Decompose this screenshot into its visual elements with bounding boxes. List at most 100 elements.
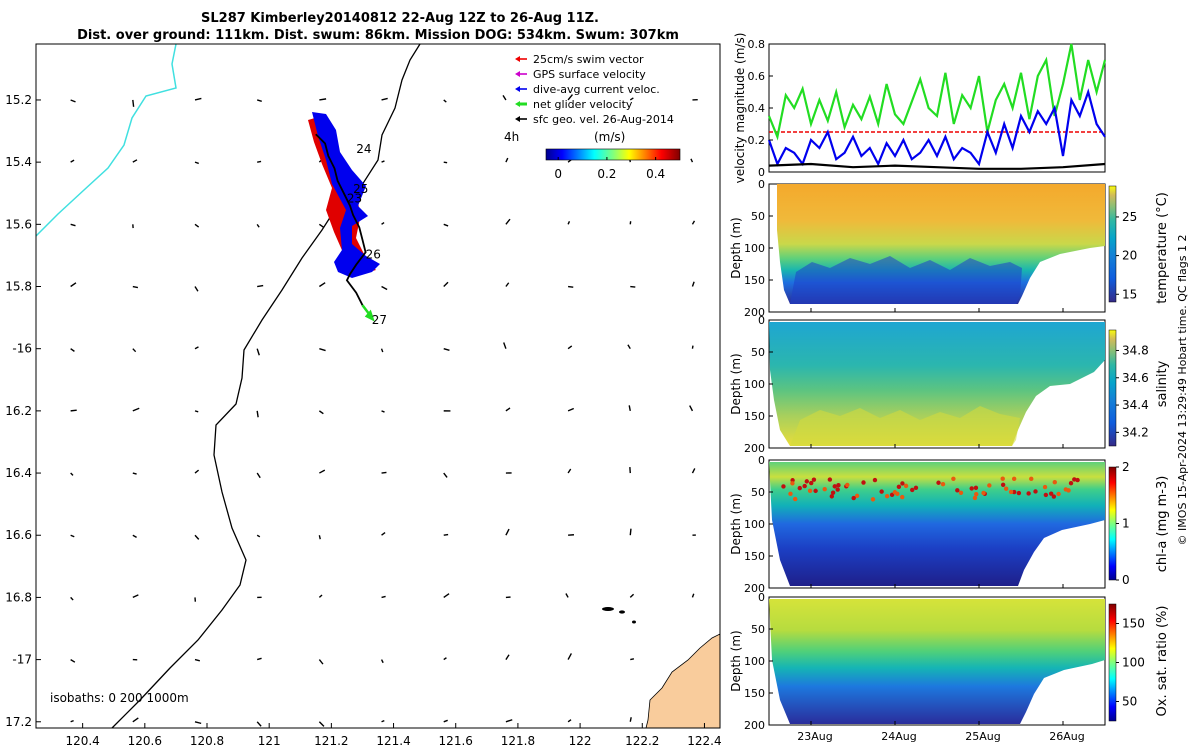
depth-tick-label: 150 <box>744 550 765 563</box>
chlorophyll-max-dot <box>829 494 835 499</box>
depth-tick-label: 150 <box>744 410 765 423</box>
surface-velocity-arrow <box>70 159 75 163</box>
velocity-panel: 0 0.2 0.4 0.6 0.8 velocity magnitude (m/s) <box>733 33 1107 183</box>
surface-velocity-arrow <box>627 344 631 350</box>
map-x-tick-label: 120.4 <box>65 734 99 748</box>
velocity-y-ticks: 0 0.2 0.4 0.6 0.8 <box>748 38 773 179</box>
legend-label: 25cm/s swim vector <box>533 53 644 66</box>
chlorophyll-max-dot <box>900 494 905 500</box>
day-label: 24 <box>356 142 371 156</box>
chlorophyll-max-dot <box>1000 476 1005 481</box>
surface-velocity-arrow <box>318 659 324 665</box>
surface-velocity-arrow <box>567 94 574 101</box>
surface-velocity-arrow <box>70 534 75 538</box>
colorbar-tick-label: 1 <box>1122 517 1130 531</box>
map-y-tick-label: 16.6 <box>5 528 32 542</box>
velocity-series-line <box>768 162 1106 170</box>
surface-velocity-arrow <box>630 658 635 661</box>
legend-label: dive-avg current veloc. <box>533 83 660 96</box>
chlorophyll-max-dot <box>809 480 814 486</box>
legend-arrowhead <box>515 56 520 62</box>
colorbar-label: chl-a (mg m-3) <box>1155 476 1170 573</box>
chlorophyll-max-dot <box>955 488 960 493</box>
surface-velocity-arrow <box>505 528 510 536</box>
colorbar-unit-label: (m/s) <box>594 130 625 144</box>
chlorophyll-max-dot <box>903 483 909 489</box>
map-x-tick-label: 122.4 <box>687 734 721 748</box>
colorbar-tick-label: 34.6 <box>1122 371 1149 385</box>
depth-axis-label: Depth (m) <box>729 353 743 414</box>
island <box>619 610 625 614</box>
salinity-high-band <box>790 406 1020 446</box>
surface-velocity-arrow <box>256 721 262 727</box>
surface-velocity-arrow <box>257 160 262 163</box>
chlorophyll-max-dot <box>788 491 793 496</box>
surface-velocity-arrow <box>567 345 573 350</box>
surface-velocity-arrow <box>629 97 634 101</box>
legend-arrowhead <box>515 71 520 77</box>
surface-velocity-arrow <box>381 160 385 163</box>
map-y-tick-label: 16.4 <box>5 466 32 480</box>
isobath-line <box>111 43 421 729</box>
chlorophyll-max-dot <box>1003 486 1009 491</box>
surface-velocity-arrow <box>505 218 511 225</box>
surface-velocity-arrow <box>505 654 510 660</box>
chlorophyll-max-dot <box>813 488 818 494</box>
chlorophyll-max-dot <box>892 490 898 495</box>
surface-velocity-arrow <box>443 348 450 352</box>
chlorophyll-max-dot <box>879 489 884 494</box>
surface-velocity-arrow <box>381 719 385 723</box>
chlorophyll-max-dot <box>972 495 978 501</box>
chlorophyll-max-dot <box>1043 492 1049 498</box>
chlorophyll-max-dot <box>797 485 802 491</box>
chlorophyll-max-dot <box>884 493 890 499</box>
chlorophyll-max-dot <box>969 486 974 491</box>
depth-tick-label: 0 <box>758 454 765 467</box>
depth-tick-label: 0 <box>758 314 765 327</box>
temperature-section <box>768 183 1117 313</box>
surface-velocity-arrow <box>318 721 325 727</box>
surface-velocity-arrow <box>503 342 507 349</box>
time-tick-label: 26Aug <box>1049 730 1084 743</box>
surface-velocity-arrow <box>132 407 140 412</box>
chlorophyll-section <box>768 459 1117 589</box>
chlorophyll-max-dot <box>781 484 786 489</box>
surface-velocity-arrow <box>318 282 326 288</box>
chlorophyll-max-dot <box>851 495 856 501</box>
surface-velocity-arrow <box>256 472 261 479</box>
surface-velocity-arrow <box>256 223 260 228</box>
velocity-series <box>767 43 1107 170</box>
depth-axis-label: Depth (m) <box>729 630 743 691</box>
colorbar-label: Ox. sat. ratio (%) <box>1155 606 1170 717</box>
colorbar-tick-label: 25 <box>1122 210 1137 224</box>
depth-axis-label: Depth (m) <box>729 493 743 554</box>
surface-velocity-arrow <box>443 99 447 103</box>
surface-velocity-arrow <box>70 223 76 227</box>
chlorophyll-max-dot <box>973 485 979 491</box>
chlorophyll-max-dot <box>802 483 807 489</box>
surface-velocity-arrow <box>689 405 694 412</box>
surface-velocity-arrow <box>505 157 509 163</box>
scale-label: 4h <box>504 130 519 144</box>
chlorophyll-max-dot <box>1011 489 1017 495</box>
map-background <box>36 44 720 728</box>
colorbar-tick-label: 34.8 <box>1122 343 1149 357</box>
surface-velocity-arrow <box>318 223 324 228</box>
surface-velocity-arrow <box>443 533 449 536</box>
chlorophyll-max-dot <box>1016 490 1022 496</box>
glider-track-swath <box>308 112 380 278</box>
depth-tick-label: 200 <box>744 442 765 455</box>
time-tick-label: 24Aug <box>881 730 916 743</box>
velocity-series-line <box>767 88 1106 167</box>
legend-arrowhead <box>515 116 520 122</box>
chlorophyll-max-dot <box>896 484 902 490</box>
surface-velocity-arrow <box>381 285 388 291</box>
surface-velocity-arrow <box>381 222 385 225</box>
surface-velocity-arrow <box>443 161 448 164</box>
surface-velocity-arrow <box>132 348 137 353</box>
chlorophyll-max-dot <box>940 481 946 487</box>
surface-velocity-arrow <box>70 99 76 103</box>
